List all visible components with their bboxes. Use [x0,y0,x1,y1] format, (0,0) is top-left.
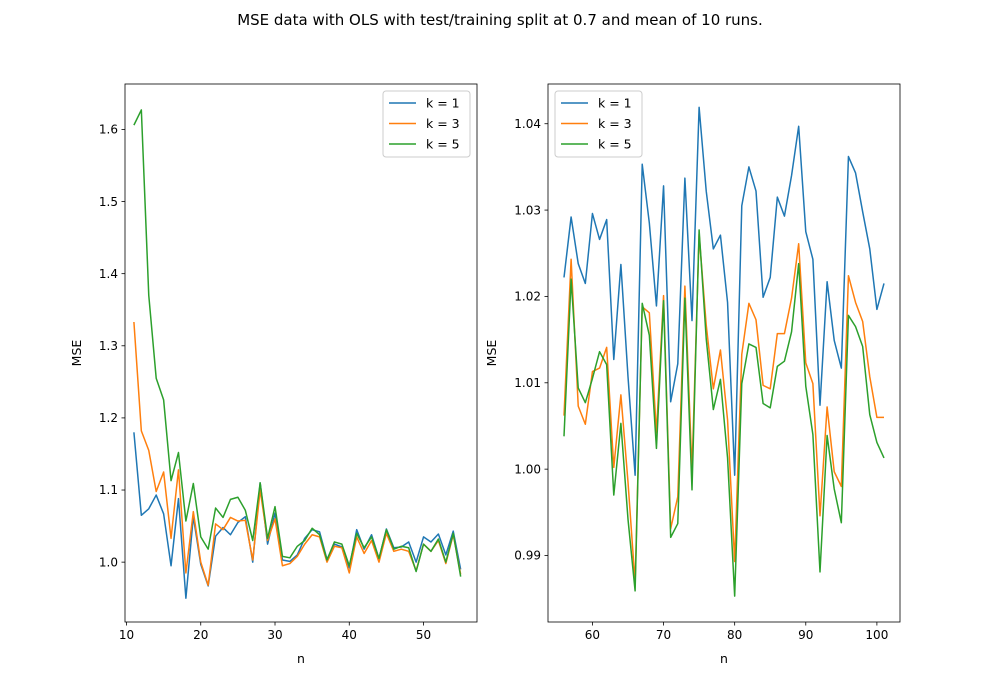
y-tick-label: 1.00 [514,462,541,476]
x-tick-label: 90 [798,628,813,642]
y-tick-label: 1.5 [99,195,118,209]
chart-2: 60 70 80 90 100 0.99 1.00 1.01 1.02 1.03 1.04 n MSE k… [484,83,901,666]
x-tick-label: 40 [342,628,357,642]
legend-label: k = 1 [426,96,460,111]
x-tick-label: 60 [585,628,600,642]
legend-label: k = 5 [598,137,632,152]
series-line-k-5 [563,229,885,597]
legend-label: k = 5 [426,137,460,152]
y-tick-label: 1.2 [99,411,118,425]
legend: k = 1 k = 3 k = 5 [554,90,643,158]
x-tick-label: 20 [193,628,208,642]
axes-frame [124,83,478,623]
series-line-k-5 [133,109,462,577]
x-axis-label: n [720,651,728,666]
series-line-k-1 [563,106,885,476]
x-axis-label: n [297,651,305,666]
chart-1: 10 20 30 40 50 1.0 1.1 1.2 1.3 1.4 1.5 1.6 n MSE k = 1… [69,83,478,666]
x-tick-label: 30 [267,628,282,642]
y-axis-label: MSE [69,340,84,367]
legend-label: k = 1 [598,96,632,111]
x-tick-label: 10 [119,628,134,642]
x-tick-label: 80 [727,628,742,642]
axes-frame [547,83,901,623]
y-tick-label: 1.1 [99,483,118,497]
y-tick-label: 1.0 [99,555,118,569]
y-tick-label: 1.03 [514,203,541,217]
figure-title: MSE data with OLS with test/training spl… [237,11,763,29]
y-tick-label: 1.6 [99,123,118,137]
legend-box [382,90,471,158]
y-tick-label: 1.01 [514,376,541,390]
series-line-k-3 [563,233,884,584]
y-tick-label: 1.3 [99,339,118,353]
y-tick-label: 0.99 [514,549,541,563]
legend-label: k = 3 [426,116,460,131]
y-tick-label: 1.4 [99,267,118,281]
x-tick-label: 70 [656,628,671,642]
x-tick-label: 100 [865,628,888,642]
y-tick-label: 1.04 [514,117,541,131]
legend: k = 1 k = 3 k = 5 [382,90,471,158]
legend-label: k = 3 [598,116,632,131]
series-line-k-3 [133,321,462,586]
y-axis-label: MSE [484,340,499,367]
series-line-k-1 [133,432,462,599]
x-tick-label: 50 [416,628,431,642]
legend-box [554,90,643,158]
y-tick-label: 1.02 [514,290,541,304]
